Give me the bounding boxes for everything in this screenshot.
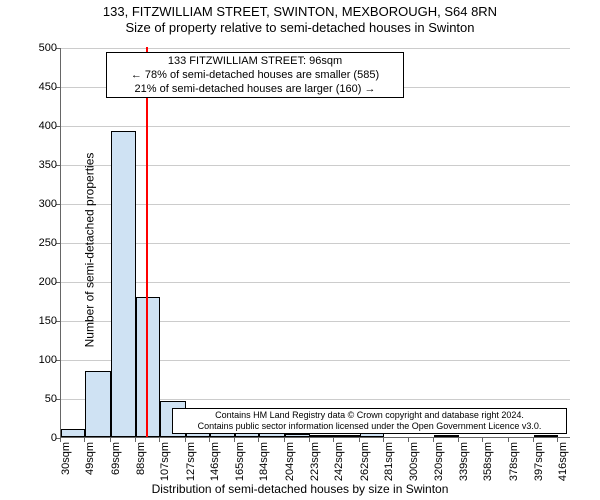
xtick-label: 358sqm: [482, 442, 494, 484]
histogram-bar: [285, 434, 309, 437]
gridline-h: [61, 204, 570, 205]
annotation-box: 133 FITZWILLIAM STREET: 96sqm← 78% of se…: [106, 52, 404, 98]
xtick-label: 69sqm: [110, 442, 122, 484]
gridline-h: [61, 48, 570, 49]
ytick-label: 0: [35, 432, 57, 444]
histogram-bar: [111, 131, 135, 437]
xtick-label: 165sqm: [234, 442, 246, 484]
gridline-h: [61, 165, 570, 166]
annotation-line3: 21% of semi-detached houses are larger (…: [111, 83, 399, 97]
chart-title-line1: 133, FITZWILLIAM STREET, SWINTON, MEXBOR…: [0, 4, 600, 20]
xtick-label: 107sqm: [159, 442, 171, 484]
xtick-label: 339sqm: [458, 442, 470, 484]
plot-area: [60, 48, 570, 438]
annotation-line1: 133 FITZWILLIAM STREET: 96sqm: [111, 55, 399, 69]
ytick-label: 400: [35, 120, 57, 132]
xtick-label: 49sqm: [84, 442, 96, 484]
ytick-label: 500: [35, 42, 57, 54]
ytick-label: 50: [35, 393, 57, 405]
ytick-label: 450: [35, 81, 57, 93]
xtick-label: 378sqm: [508, 442, 520, 484]
ytick-label: 300: [35, 198, 57, 210]
xtick-label: 204sqm: [284, 442, 296, 484]
footer-attribution: Contains HM Land Registry data © Crown c…: [172, 408, 567, 434]
xtick-label: 262sqm: [359, 442, 371, 484]
footer-line2: Contains public sector information licen…: [177, 421, 562, 432]
gridline-h: [61, 126, 570, 127]
xtick-label: 320sqm: [433, 442, 445, 484]
xtick-label: 300sqm: [408, 442, 420, 484]
reference-vline: [146, 47, 148, 437]
ytick-label: 250: [35, 237, 57, 249]
xtick-label: 223sqm: [309, 442, 321, 484]
xtick-label: 184sqm: [258, 442, 270, 484]
histogram-bar: [61, 429, 85, 437]
annotation-line2: ← 78% of semi-detached houses are smalle…: [111, 69, 399, 83]
xtick-label: 146sqm: [209, 442, 221, 484]
histogram-bar: [310, 435, 334, 437]
histogram-bar: [534, 435, 558, 437]
histogram-bar: [85, 371, 111, 437]
histogram-bar: [434, 435, 458, 437]
xtick-label: 416sqm: [557, 442, 569, 484]
footer-line1: Contains HM Land Registry data © Crown c…: [177, 410, 562, 421]
x-axis-label: Distribution of semi-detached houses by …: [0, 482, 600, 496]
chart-title: 133, FITZWILLIAM STREET, SWINTON, MEXBOR…: [0, 4, 600, 37]
ytick-label: 350: [35, 159, 57, 171]
chart-title-line2: Size of property relative to semi-detach…: [0, 20, 600, 36]
xtick-label: 88sqm: [135, 442, 147, 484]
xtick-label: 30sqm: [60, 442, 72, 484]
xtick-label: 281sqm: [383, 442, 395, 484]
ytick-label: 150: [35, 315, 57, 327]
xtick-label: 127sqm: [185, 442, 197, 484]
y-axis-label: Number of semi-detached properties: [82, 153, 96, 348]
gridline-h: [61, 282, 570, 283]
gridline-h: [61, 243, 570, 244]
xtick-label: 242sqm: [333, 442, 345, 484]
ytick-label: 200: [35, 276, 57, 288]
histogram-bar: [334, 435, 360, 437]
ytick-label: 100: [35, 354, 57, 366]
xtick-label: 397sqm: [533, 442, 545, 484]
